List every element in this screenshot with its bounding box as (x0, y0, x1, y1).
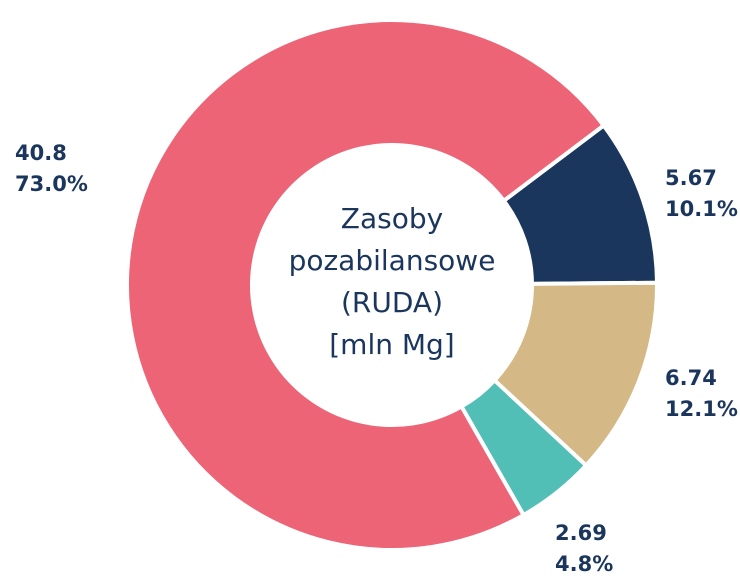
donut-slice (125, 18, 607, 552)
value-label: 6.74 (665, 366, 717, 390)
center-title: (RUDA) (341, 286, 443, 319)
percent-label: 10.1% (665, 197, 738, 221)
center-title: pozabilansowe (289, 244, 496, 277)
center-title: [mln Mg] (329, 328, 454, 361)
percent-label: 73.0% (15, 172, 88, 196)
value-label: 5.67 (665, 166, 717, 190)
percent-label: 4.8% (555, 552, 613, 576)
value-label: 40.8 (15, 141, 67, 165)
percent-label: 12.1% (665, 397, 738, 421)
center-title: Zasoby (341, 202, 443, 235)
value-label: 2.69 (555, 521, 607, 545)
